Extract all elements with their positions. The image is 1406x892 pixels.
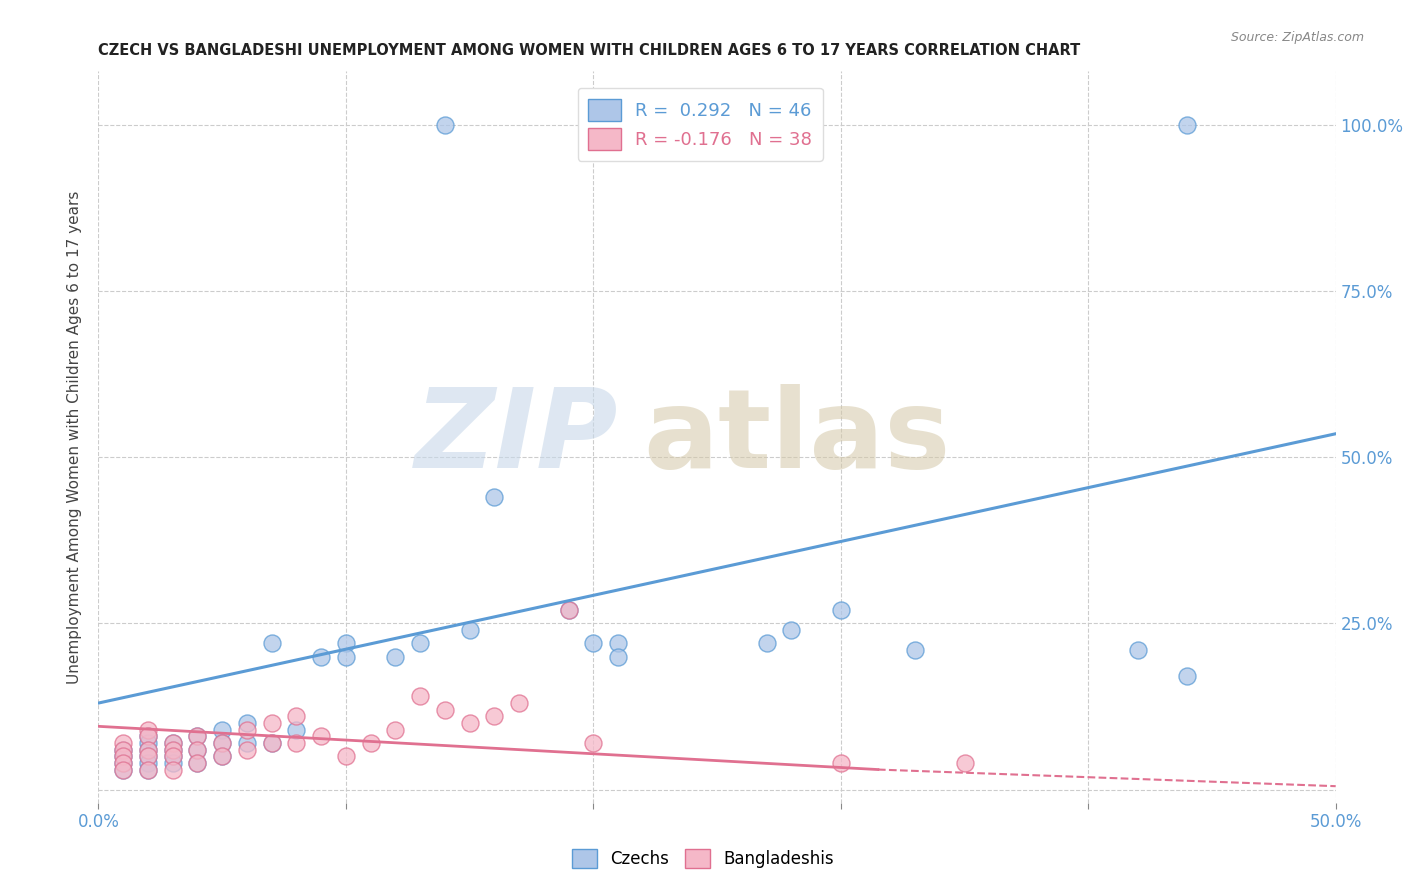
Point xyxy=(186,756,208,770)
Point xyxy=(136,749,159,764)
Point xyxy=(260,736,283,750)
Point xyxy=(384,723,406,737)
Point xyxy=(335,649,357,664)
Text: atlas: atlas xyxy=(643,384,950,491)
Point xyxy=(186,742,208,756)
Point xyxy=(136,729,159,743)
Text: ZIP: ZIP xyxy=(415,384,619,491)
Point xyxy=(557,603,579,617)
Point xyxy=(186,742,208,756)
Point xyxy=(236,723,259,737)
Point xyxy=(162,736,184,750)
Point xyxy=(484,490,506,504)
Point xyxy=(136,749,159,764)
Point xyxy=(236,716,259,731)
Point xyxy=(755,636,778,650)
Point xyxy=(458,623,481,637)
Point xyxy=(136,729,159,743)
Point xyxy=(607,649,630,664)
Point xyxy=(186,729,208,743)
Point xyxy=(136,763,159,777)
Point xyxy=(830,756,852,770)
Point xyxy=(1175,669,1198,683)
Point xyxy=(309,649,332,664)
Text: CZECH VS BANGLADESHI UNEMPLOYMENT AMONG WOMEN WITH CHILDREN AGES 6 TO 17 YEARS C: CZECH VS BANGLADESHI UNEMPLOYMENT AMONG … xyxy=(98,43,1081,58)
Point xyxy=(409,636,432,650)
Point xyxy=(508,696,530,710)
Point xyxy=(335,749,357,764)
Point xyxy=(309,729,332,743)
Point xyxy=(112,763,135,777)
Point xyxy=(458,716,481,731)
Text: Source: ZipAtlas.com: Source: ZipAtlas.com xyxy=(1230,31,1364,45)
Point xyxy=(136,742,159,756)
Point xyxy=(409,690,432,704)
Point xyxy=(557,603,579,617)
Point xyxy=(112,749,135,764)
Point xyxy=(285,709,308,723)
Point xyxy=(112,736,135,750)
Point xyxy=(211,749,233,764)
Point xyxy=(904,643,927,657)
Point xyxy=(335,636,357,650)
Point xyxy=(136,736,159,750)
Point xyxy=(582,736,605,750)
Point xyxy=(112,742,135,756)
Point xyxy=(236,736,259,750)
Point xyxy=(582,636,605,650)
Point xyxy=(162,736,184,750)
Point xyxy=(433,703,456,717)
Point xyxy=(607,636,630,650)
Point xyxy=(112,749,135,764)
Point xyxy=(136,756,159,770)
Point xyxy=(433,118,456,132)
Point xyxy=(236,742,259,756)
Legend: Czechs, Bangladeshis: Czechs, Bangladeshis xyxy=(565,843,841,875)
Point xyxy=(285,736,308,750)
Point xyxy=(484,709,506,723)
Point xyxy=(211,749,233,764)
Point xyxy=(755,118,778,132)
Point xyxy=(384,649,406,664)
Point xyxy=(136,763,159,777)
Point xyxy=(260,736,283,750)
Point xyxy=(112,742,135,756)
Legend: R =  0.292   N = 46, R = -0.176   N = 38: R = 0.292 N = 46, R = -0.176 N = 38 xyxy=(578,87,823,161)
Point xyxy=(112,756,135,770)
Point xyxy=(162,749,184,764)
Point xyxy=(260,716,283,731)
Point xyxy=(162,756,184,770)
Point xyxy=(285,723,308,737)
Point xyxy=(186,729,208,743)
Point xyxy=(162,763,184,777)
Point xyxy=(162,742,184,756)
Point xyxy=(211,723,233,737)
Point xyxy=(211,736,233,750)
Point xyxy=(136,742,159,756)
Point xyxy=(112,756,135,770)
Point xyxy=(112,763,135,777)
Point xyxy=(953,756,976,770)
Point xyxy=(260,636,283,650)
Point xyxy=(162,749,184,764)
Y-axis label: Unemployment Among Women with Children Ages 6 to 17 years: Unemployment Among Women with Children A… xyxy=(67,190,83,684)
Point xyxy=(360,736,382,750)
Point xyxy=(136,723,159,737)
Point xyxy=(1175,118,1198,132)
Point xyxy=(1126,643,1149,657)
Point xyxy=(211,736,233,750)
Point xyxy=(186,756,208,770)
Point xyxy=(162,742,184,756)
Point xyxy=(582,118,605,132)
Point xyxy=(780,623,803,637)
Point xyxy=(830,603,852,617)
